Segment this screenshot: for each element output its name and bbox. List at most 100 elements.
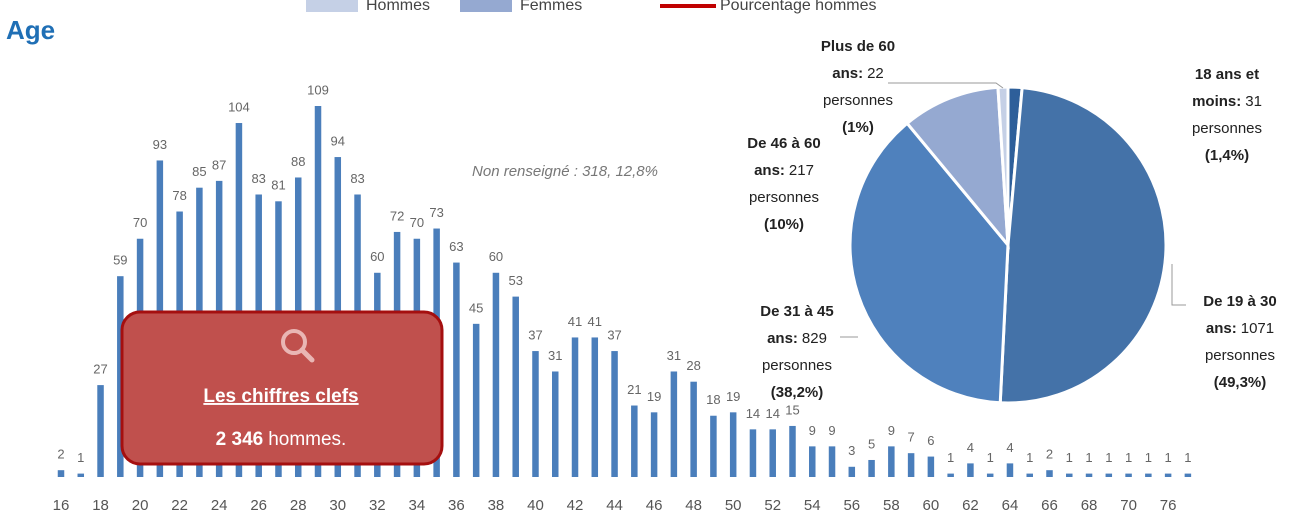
pie-slice [998, 86, 1168, 405]
bar [611, 351, 618, 477]
pie-label-name: De 31 à 45 [760, 303, 833, 320]
bar [710, 415, 717, 477]
value-label: 81 [271, 178, 285, 193]
pie-label-name-2: ans: [767, 330, 798, 347]
bar [1006, 463, 1014, 477]
pie-label-name-2: ans: [754, 162, 785, 179]
value-label: 78 [172, 188, 186, 203]
value-label: 70 [133, 215, 147, 230]
value-label: 73 [429, 205, 443, 220]
bar [532, 351, 539, 477]
bar [947, 473, 954, 477]
x-tick-label: 62 [962, 497, 979, 514]
pie-label-name: De 46 à 60 [747, 135, 820, 152]
x-tick-label: 68 [1081, 497, 1098, 514]
pie-value: 31 [1245, 93, 1262, 110]
pie-value: 829 [802, 330, 827, 347]
x-tick-label: 70 [1120, 497, 1137, 514]
pie-percent: (1%) [842, 119, 874, 136]
bar [97, 385, 104, 477]
value-label: 7 [907, 430, 914, 445]
x-tick-label: 18 [92, 497, 109, 514]
value-label: 72 [390, 208, 404, 223]
pie-label-value: moins: 31 [1192, 93, 1262, 110]
bar [1105, 473, 1113, 477]
legend-label: Femmes [520, 0, 582, 14]
value-label: 15 [785, 402, 799, 417]
pie-percent: (38,2%) [771, 384, 824, 401]
pie-value: 217 [789, 162, 814, 179]
value-label: 1 [77, 450, 84, 465]
value-label: 18 [706, 392, 720, 407]
bar [492, 272, 500, 477]
bar [828, 446, 836, 477]
bar [1184, 473, 1192, 477]
pie-unit: personnes [762, 357, 832, 374]
bar [453, 262, 460, 477]
pie-unit: personnes [823, 92, 893, 109]
bar [512, 296, 519, 477]
x-tick-label: 26 [250, 497, 267, 514]
value-label: 2 [1046, 447, 1053, 462]
bar [888, 446, 895, 477]
key-figures: Les chiffres clefs 2 346 hommes. [120, 310, 444, 466]
bar [868, 459, 875, 477]
search-icon [281, 329, 307, 355]
annotation: Non renseigné : 318, 12,8% [472, 163, 658, 180]
leader-line [888, 82, 1004, 89]
x-tick-label: 32 [369, 497, 386, 514]
value-label: 45 [469, 300, 483, 315]
pie-slice [996, 85, 1010, 246]
pie-unit: personnes [1192, 120, 1262, 137]
value-label: 1 [1105, 450, 1112, 465]
bar [77, 473, 85, 477]
bar [809, 446, 816, 477]
legend-label: Pourcentage hommes [720, 0, 877, 14]
value-label: 85 [192, 164, 206, 179]
bar [729, 412, 737, 477]
value-label: 1 [947, 450, 954, 465]
value-label: 5 [868, 436, 875, 451]
pie-percent: (10%) [764, 216, 804, 233]
value-label: 21 [627, 382, 641, 397]
value-label: 93 [153, 137, 167, 152]
value-label: 88 [291, 154, 305, 169]
x-tick-label: 44 [606, 497, 623, 514]
value-label: 41 [588, 314, 602, 329]
bar [769, 429, 776, 477]
value-label: 1 [1145, 450, 1152, 465]
x-tick-label: 46 [646, 497, 663, 514]
bar [789, 425, 796, 477]
value-label: 60 [370, 249, 384, 264]
value-label: 4 [1006, 440, 1013, 455]
bar [848, 466, 856, 477]
pie-slice [905, 85, 1010, 250]
value-label: 60 [489, 249, 503, 264]
value-label: 83 [251, 171, 265, 186]
bar [1085, 473, 1093, 477]
pie-value: 1071 [1241, 320, 1274, 337]
bar [57, 470, 65, 477]
bar [1164, 473, 1172, 477]
value-label: 70 [410, 215, 424, 230]
x-tick-label: 34 [409, 497, 426, 514]
bar [690, 381, 697, 477]
x-tick-label: 40 [527, 497, 544, 514]
value-label: 109 [307, 82, 329, 97]
x-tick-label: 20 [132, 497, 149, 514]
value-label: 27 [93, 362, 107, 377]
legend: Hommes Femmes Pourcentage hommes [306, 0, 877, 14]
value-label: 2 [57, 447, 64, 462]
search-icon-handle [299, 347, 315, 363]
key-line: 2 346 hommes. [216, 429, 347, 450]
pie-label-value: ans: 22 [832, 65, 884, 82]
pie-unit: personnes [749, 189, 819, 206]
value-label: 94 [331, 133, 345, 148]
pie-value: 22 [867, 65, 884, 82]
pie-label-name-2: moins: [1192, 93, 1241, 110]
bar [650, 412, 658, 477]
x-tick-label: 60 [923, 497, 940, 514]
x-tick-label: 48 [685, 497, 702, 514]
bar [314, 106, 322, 478]
value-label: 31 [548, 348, 562, 363]
